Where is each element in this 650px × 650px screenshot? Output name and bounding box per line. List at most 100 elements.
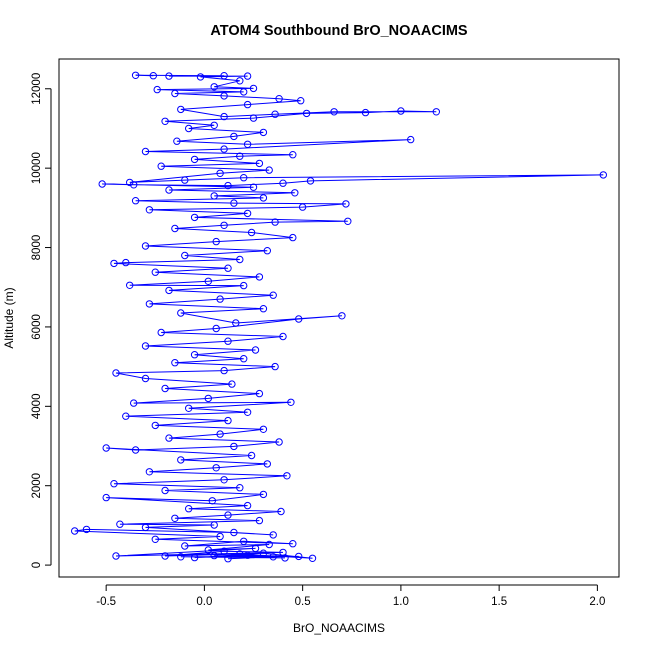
data-point [210,521,218,529]
data-point [173,137,181,145]
data-point [271,362,279,371]
plot-frame [58,58,620,578]
data-point [177,105,185,114]
data-point [230,528,238,537]
data-point [190,213,199,222]
data-point [112,369,120,377]
data-point [224,555,232,563]
data-point [151,268,160,276]
data-point [259,490,268,499]
data-point [165,186,173,194]
data-point [212,464,220,472]
x-axis: -0.5 0.0 0.5 1.0 1.5 2.0 [96,584,605,608]
data-point [251,544,260,553]
data-point [275,95,283,103]
data-point [397,107,405,115]
data-point [161,552,169,560]
data-point [232,319,240,327]
data-point [279,179,287,187]
data-point [141,147,150,156]
data-point [249,183,258,191]
data-point [220,547,228,555]
data-point [297,97,305,105]
data-point [220,92,228,100]
data-point [295,315,303,323]
data-point [204,394,213,403]
data-point [243,100,252,109]
data-point [204,546,213,554]
data-point [269,291,277,299]
data-point [298,203,307,211]
data-point [130,181,138,189]
data-point [165,72,173,80]
data-point [269,531,277,539]
data-point [230,132,238,141]
data-point [220,112,228,121]
data-point [240,88,248,96]
data-point [291,189,299,197]
data-point [122,258,130,267]
data-point [181,251,189,260]
data-point [263,460,271,468]
data-point [287,398,295,406]
data-point [126,281,134,289]
data-point [145,300,154,308]
data-point [161,117,169,126]
data-point [216,430,224,438]
data-point [289,233,297,242]
data-point [171,514,179,522]
data-point [432,108,440,116]
data-point [361,108,370,117]
data-point [289,540,297,548]
data-point [220,366,228,375]
data-point [151,535,160,543]
data-point [131,197,140,205]
data-point [224,337,232,345]
y-tick-label: 2000 [31,473,43,499]
data-point [224,511,232,519]
data-point [190,351,199,359]
data-point [407,135,415,144]
data-point [157,162,165,170]
data-point [342,200,350,208]
data-point [112,552,120,560]
data-point [255,273,264,281]
data-point [141,523,150,532]
data-point [98,180,106,188]
data-point [212,237,220,246]
data-point [277,507,285,516]
data-point [243,140,252,149]
data-point [204,277,213,285]
data-point [236,484,244,492]
y-tick-label: 0 [31,562,43,568]
data-point [240,537,248,545]
data-point [171,224,179,233]
series-line [74,74,604,560]
data-point [236,550,244,558]
data-point [190,553,199,562]
data-point [344,217,352,226]
data-point [240,355,248,363]
data-point [145,206,154,214]
data-point [102,444,110,452]
data-point [110,259,118,268]
data-point [279,332,287,341]
data-point [236,255,244,264]
data-point [220,221,228,230]
data-point [210,551,218,560]
data-point [161,384,169,393]
data-point [240,174,248,182]
data-point [243,209,252,218]
data-point [122,412,130,420]
data-point [338,312,346,320]
data-point [259,194,268,202]
y-tick-label: 6000 [31,314,43,340]
data-point [210,121,218,130]
data-point [308,554,317,562]
data-point [157,328,165,337]
data-point [306,177,315,185]
data-point [236,77,244,85]
data-point [181,542,189,550]
data-point [259,425,268,433]
data-point [295,552,303,561]
